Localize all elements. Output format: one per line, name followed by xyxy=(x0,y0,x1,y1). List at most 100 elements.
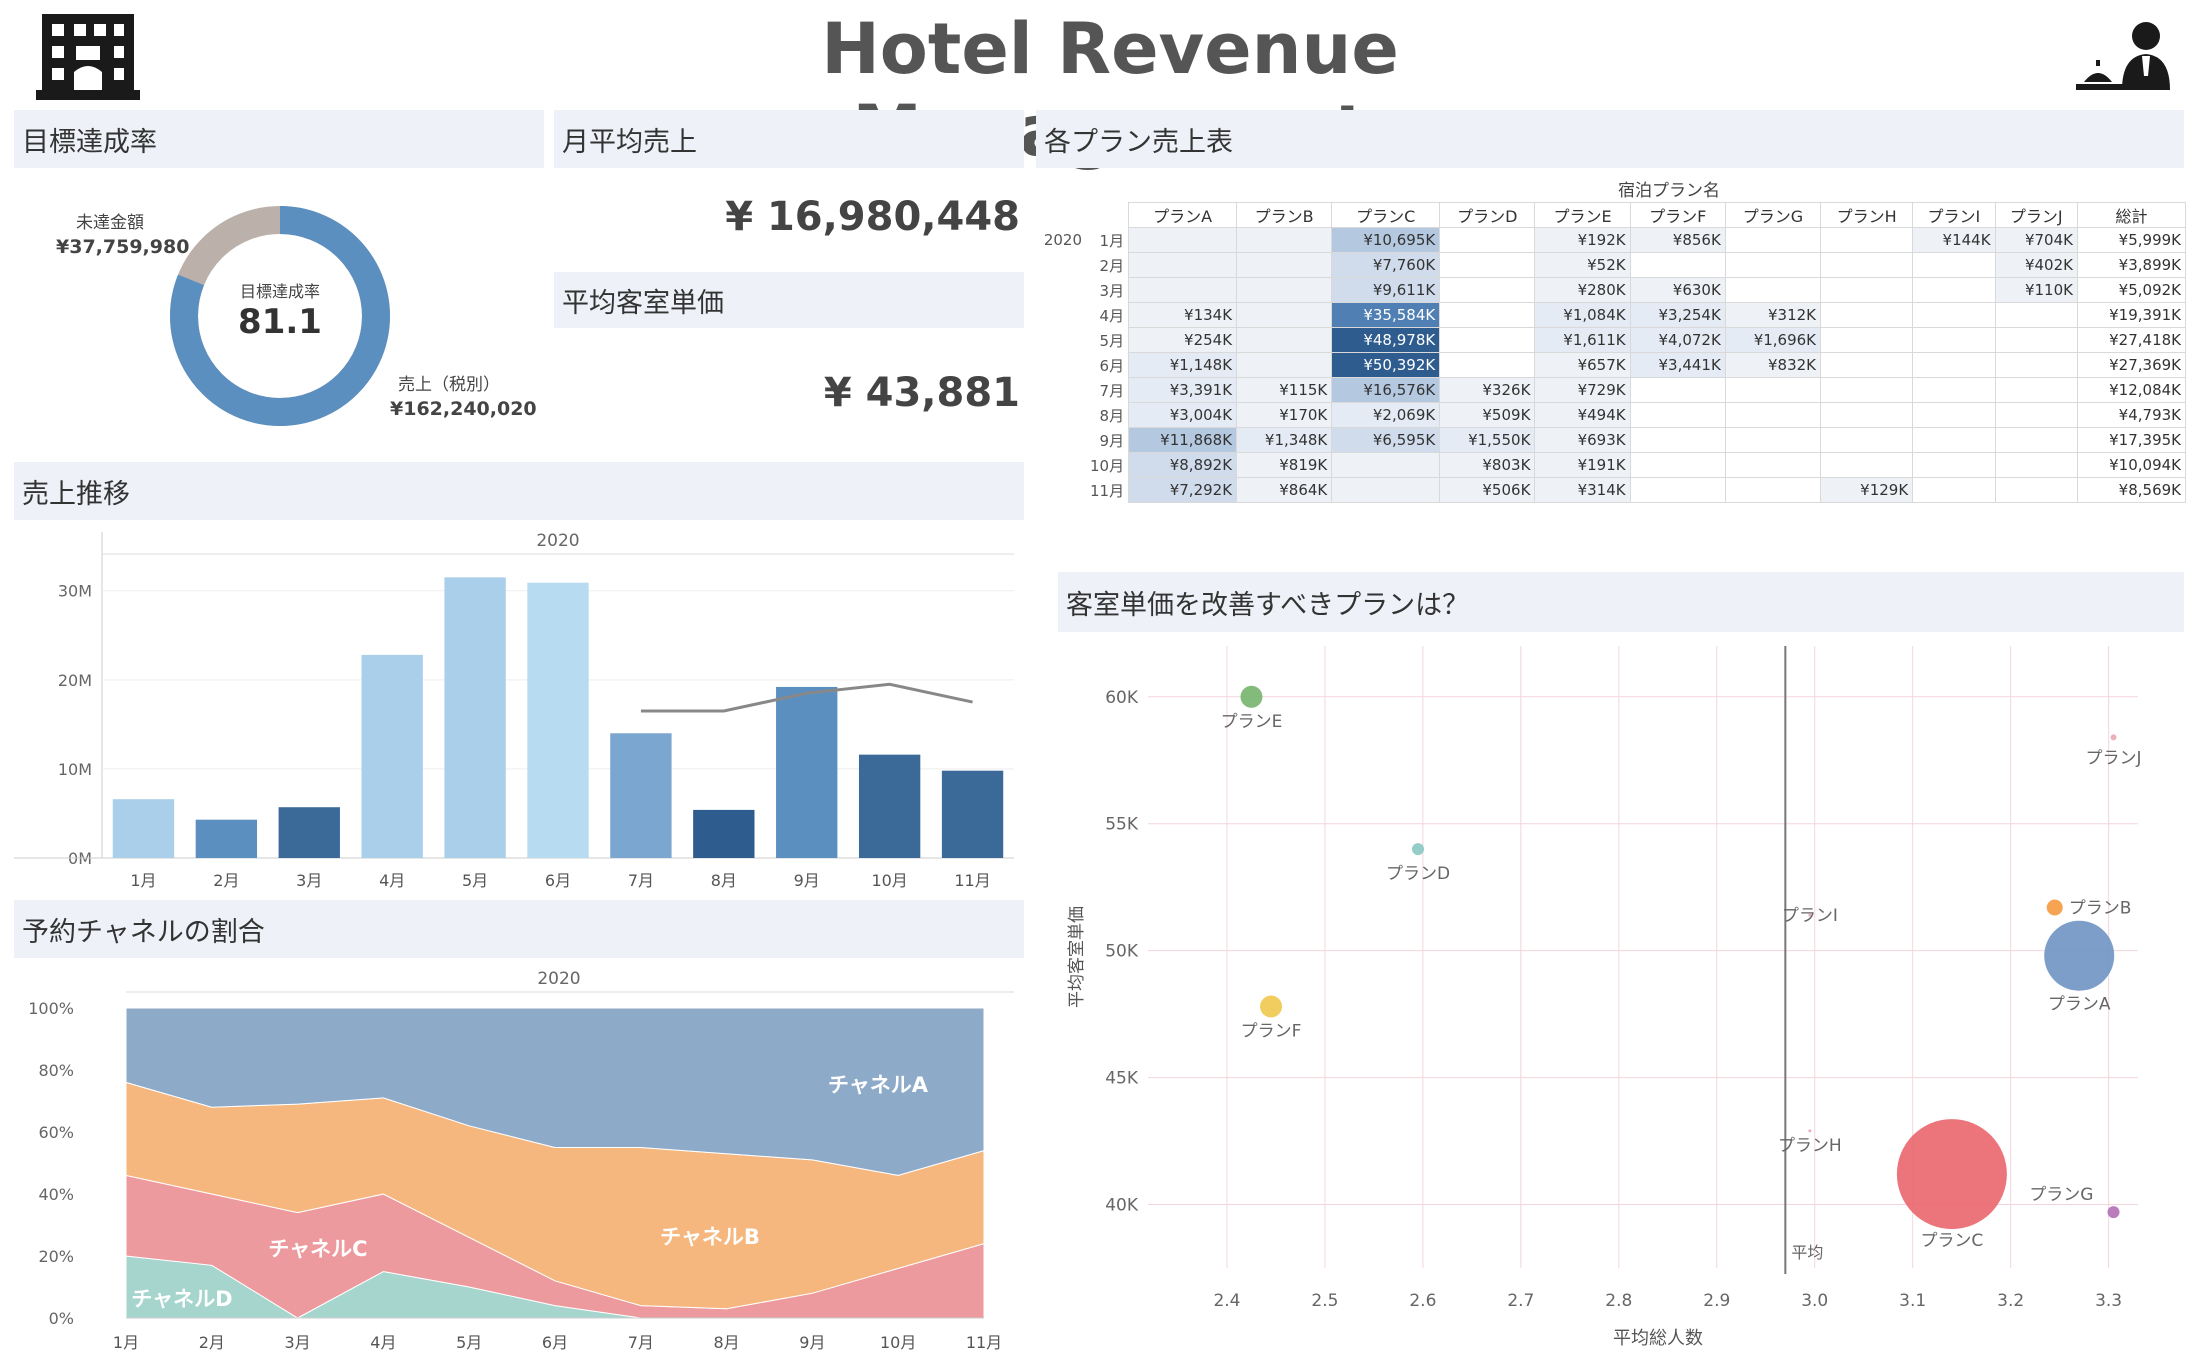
series-label: チャネルC xyxy=(268,1237,367,1261)
table-cell: ¥1,148K xyxy=(1128,352,1238,378)
table-cell: ¥630K xyxy=(1629,277,1726,303)
table-cell: ¥729K xyxy=(1534,377,1631,403)
table-cell: ¥509K xyxy=(1439,402,1536,428)
y-tick-label: 30M xyxy=(58,582,92,601)
bar xyxy=(693,809,755,858)
table-cell xyxy=(1629,452,1726,478)
y-tick-label: 60% xyxy=(38,1123,74,1142)
chart-year-label: 2020 xyxy=(536,531,579,551)
table-cell: ¥819K xyxy=(1236,452,1333,478)
table-cell: ¥803K xyxy=(1439,452,1536,478)
point-label: プランA xyxy=(2048,995,2111,1015)
table-cell xyxy=(1331,477,1441,503)
table-cell xyxy=(1724,227,1822,253)
table-cell xyxy=(1236,252,1333,278)
x-tick-label: 4月 xyxy=(370,1333,396,1352)
y-tick-label: 20M xyxy=(58,671,92,690)
point-label: プランE xyxy=(1221,712,1283,732)
plan-column-header: プランD xyxy=(1439,202,1536,228)
table-row: 9月 ¥11,868K ¥1,348K ¥6,595K ¥1,550K ¥693K ¥17,… xyxy=(1038,427,2187,453)
table-cell xyxy=(1994,352,2078,378)
table-cell: ¥280K xyxy=(1534,277,1631,303)
room-rate-header: 平均客室単価 xyxy=(554,272,1024,328)
table-cell xyxy=(1629,402,1726,428)
table-cell xyxy=(1724,402,1822,428)
channel-share-header: 予約チャネルの割合 xyxy=(14,900,1024,958)
table-cell xyxy=(1820,402,1914,428)
y-axis-title: 平均客室単価 xyxy=(1067,906,1087,1008)
point-label: プランC xyxy=(1920,1231,1983,1251)
y-tick-label: 45K xyxy=(1105,1069,1139,1089)
table-row: 7月 ¥3,391K ¥115K ¥16,576K ¥326K ¥729K ¥12,084K xyxy=(1038,377,2187,403)
remaining-value: ¥37,759,980 xyxy=(56,236,190,258)
year-cell xyxy=(1038,478,1086,503)
point-label: プランJ xyxy=(2086,748,2142,768)
plan-table-header: 各プラン売上表 xyxy=(1036,110,2184,168)
table-cell xyxy=(1724,452,1822,478)
x-tick-label: 5月 xyxy=(456,1333,482,1352)
table-row: 6月 ¥1,148K ¥50,392K ¥657K ¥3,441K ¥832K ¥27,36… xyxy=(1038,352,2187,378)
table-cell xyxy=(1820,252,1914,278)
table-cell: ¥326K xyxy=(1439,377,1536,403)
table-cell: ¥11,868K xyxy=(1128,427,1238,453)
table-cell xyxy=(1236,277,1333,303)
month-cell: 11月 xyxy=(1090,481,1125,500)
table-cell: ¥3,254K xyxy=(1629,302,1726,328)
year-cell xyxy=(1038,328,1086,353)
x-tick-label: 9月 xyxy=(799,1333,825,1352)
plan-column-header: プランF xyxy=(1629,202,1726,228)
table-cell xyxy=(1912,327,1996,353)
bar xyxy=(776,686,838,858)
table-cell xyxy=(1439,352,1536,378)
table-cell xyxy=(1724,277,1822,303)
table-cell: ¥3,899K xyxy=(2076,252,2187,278)
table-cell: ¥5,092K xyxy=(2076,277,2187,303)
bar xyxy=(610,733,672,858)
table-cell xyxy=(1439,227,1536,253)
table-cell: ¥1,611K xyxy=(1534,327,1631,353)
x-tick-label: 3.0 xyxy=(1801,1291,1828,1311)
series-label: チャネルA xyxy=(828,1073,929,1097)
reference-line-label: 平均 xyxy=(1791,1243,1823,1262)
sales-trend-header: 売上推移 xyxy=(14,462,1024,520)
table-cell: ¥144K xyxy=(1912,227,1996,253)
trend-line xyxy=(640,682,973,713)
x-tick-label: 2.8 xyxy=(1605,1291,1632,1311)
table-cell: ¥52K xyxy=(1534,252,1631,278)
table-cell: ¥693K xyxy=(1534,427,1631,453)
scatter-point xyxy=(1896,1119,2007,1230)
plan-column-header: プランE xyxy=(1534,202,1631,228)
month-cell: 2月 xyxy=(1099,256,1125,275)
table-cell: ¥856K xyxy=(1629,227,1726,253)
table-cell: ¥16,576K xyxy=(1331,377,1441,403)
plan-column-header: 総計 xyxy=(2076,202,2187,228)
x-tick-label: 2月 xyxy=(199,1333,225,1352)
table-row: 2月 ¥7,760K ¥52K ¥402K ¥3,899K xyxy=(1038,252,2187,278)
table-cell xyxy=(1439,302,1536,328)
table-cell: ¥3,391K xyxy=(1128,377,1238,403)
sales-value: ¥162,240,020 xyxy=(390,398,537,420)
month-cell: 6月 xyxy=(1099,356,1125,375)
table-cell: ¥2,069K xyxy=(1331,402,1441,428)
scatter-point xyxy=(1260,995,1283,1018)
table-cell xyxy=(1912,277,1996,303)
table-cell: ¥17,395K xyxy=(2076,427,2187,453)
room-rate-value: ¥ 43,881 xyxy=(823,370,1020,416)
table-cell xyxy=(1912,302,1996,328)
table-row: 11月 ¥7,292K ¥864K ¥506K ¥314K ¥129K ¥8,569K xyxy=(1038,477,2187,503)
bar xyxy=(112,799,175,858)
table-cell xyxy=(1820,277,1914,303)
table-cell: ¥134K xyxy=(1128,302,1238,328)
plan-column-header: プランA xyxy=(1128,202,1238,228)
scatter-point xyxy=(2046,899,2063,916)
scatter-point xyxy=(1240,685,1263,708)
table-cell: ¥402K xyxy=(1994,252,2078,278)
table-cell xyxy=(1994,402,2078,428)
table-cell xyxy=(1724,377,1822,403)
x-tick-label: 8月 xyxy=(711,871,737,890)
table-cell: ¥4,072K xyxy=(1629,327,1726,353)
sales-label: 売上（税別） xyxy=(398,375,500,395)
x-tick-label: 10月 xyxy=(880,1333,916,1352)
table-cell xyxy=(1128,277,1238,303)
table-cell: ¥192K xyxy=(1534,227,1631,253)
